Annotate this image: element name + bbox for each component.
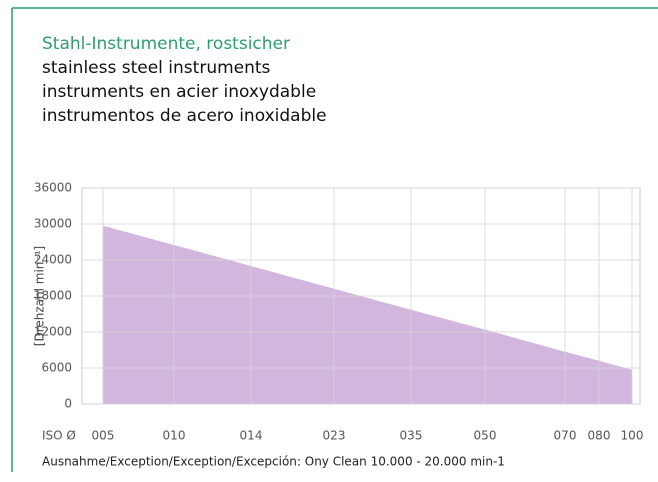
footnote: Ausnahme/Exception/Exception/Excepción: … <box>42 455 505 469</box>
x-tick-label: 014 <box>240 429 263 443</box>
x-tick-label: 070 <box>554 429 577 443</box>
x-tick-label: 100 <box>621 429 644 443</box>
x-tick-label: 005 <box>92 429 115 443</box>
title: Stahl-Instrumente, rostsicher <box>42 34 290 54</box>
subtitle: stainless steel instruments <box>42 58 271 78</box>
x-axis-label: ISO Ø <box>42 429 76 443</box>
y-tick-label: 30000 <box>34 217 72 231</box>
subtitle: instruments en acier inoxydable <box>42 82 316 102</box>
x-tick-label: 010 <box>163 429 186 443</box>
x-tick-label: 035 <box>400 429 423 443</box>
area <box>103 225 632 404</box>
y-tick-label: 36000 <box>34 181 72 195</box>
y-tick-label: 18000 <box>34 289 72 303</box>
x-tick-label: 080 <box>588 429 611 443</box>
y-tick-label: 24000 <box>34 253 72 267</box>
y-tick-label: 6000 <box>41 361 72 375</box>
x-tick-label: 023 <box>323 429 346 443</box>
plot: 0 6000 12000 18000 24000 30000 36000 005 010 014 0… <box>34 181 644 443</box>
x-tick-label: 050 <box>474 429 497 443</box>
y-axis-label: [Drehzahl min⁻¹] <box>33 246 47 346</box>
y-tick-label: 0 <box>64 397 72 411</box>
subtitle: instrumentos de acero inoxidable <box>42 106 327 126</box>
y-tick-label: 12000 <box>34 325 72 339</box>
